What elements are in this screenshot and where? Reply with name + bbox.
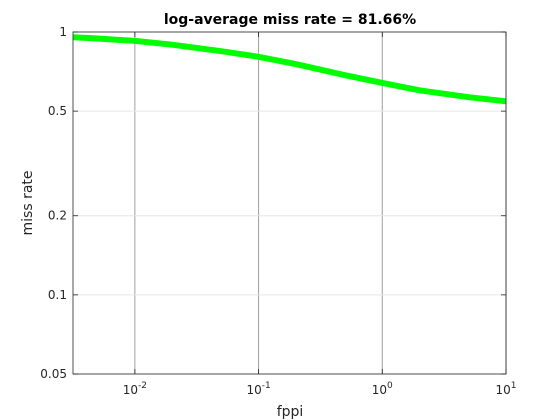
series-line bbox=[72, 34, 507, 105]
y-tick-label: 0.1 bbox=[48, 288, 67, 302]
y-tick-label: 0.2 bbox=[48, 209, 67, 223]
x-tick-label: 101 bbox=[495, 381, 516, 397]
x-tick-label: 100 bbox=[372, 381, 393, 397]
grid bbox=[73, 31, 507, 375]
tick-marks bbox=[73, 31, 507, 375]
y-tick-label: 0.05 bbox=[40, 367, 67, 381]
plot-frame bbox=[72, 31, 507, 375]
x-tick-label: 10-1 bbox=[246, 381, 270, 397]
y-axis-label: miss rate bbox=[20, 170, 36, 235]
y-tick-label: 1 bbox=[59, 25, 67, 39]
series-layer bbox=[72, 34, 507, 105]
y-tick-label: 0.5 bbox=[48, 104, 67, 118]
chart-title: log-average miss rate = 81.66% bbox=[164, 12, 416, 28]
x-axis-label: fppi bbox=[277, 404, 304, 420]
x-tick-labels: 10-2 10-1 100 101 bbox=[123, 381, 517, 397]
x-tick-label: 10-2 bbox=[123, 381, 147, 397]
y-tick-labels: 0.05 0.1 0.2 0.5 1 bbox=[40, 25, 67, 381]
